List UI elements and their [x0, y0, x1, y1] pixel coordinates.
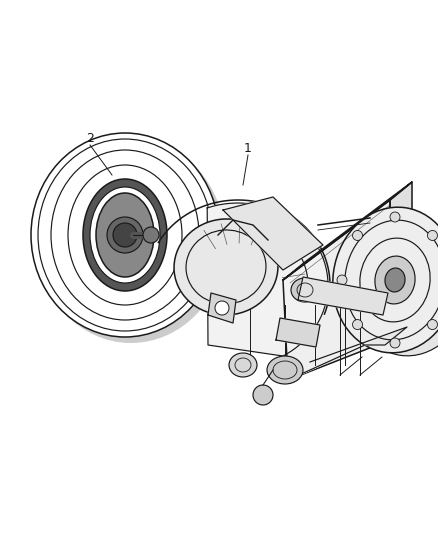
- Ellipse shape: [31, 133, 219, 337]
- Ellipse shape: [427, 320, 438, 329]
- Ellipse shape: [427, 230, 438, 240]
- Ellipse shape: [107, 217, 143, 253]
- Ellipse shape: [375, 256, 415, 304]
- Ellipse shape: [229, 353, 257, 377]
- Ellipse shape: [37, 139, 225, 343]
- Ellipse shape: [390, 212, 400, 222]
- Ellipse shape: [90, 187, 160, 283]
- Ellipse shape: [215, 301, 229, 315]
- Ellipse shape: [333, 207, 438, 353]
- Polygon shape: [223, 197, 323, 270]
- Ellipse shape: [113, 223, 137, 247]
- Ellipse shape: [385, 268, 405, 292]
- Ellipse shape: [143, 227, 159, 243]
- Ellipse shape: [83, 179, 167, 291]
- Ellipse shape: [337, 275, 347, 285]
- Ellipse shape: [291, 278, 319, 302]
- Polygon shape: [276, 318, 320, 347]
- Text: 2: 2: [86, 132, 94, 144]
- Polygon shape: [283, 182, 412, 280]
- Ellipse shape: [253, 385, 273, 405]
- Polygon shape: [298, 277, 388, 315]
- Ellipse shape: [96, 193, 154, 277]
- Ellipse shape: [390, 338, 400, 348]
- Polygon shape: [390, 182, 412, 340]
- Ellipse shape: [353, 320, 363, 329]
- Ellipse shape: [267, 356, 303, 384]
- Ellipse shape: [353, 230, 363, 240]
- Ellipse shape: [352, 220, 438, 356]
- Polygon shape: [208, 293, 236, 323]
- Polygon shape: [288, 327, 407, 380]
- Text: 1: 1: [244, 141, 252, 155]
- Ellipse shape: [174, 219, 278, 315]
- Polygon shape: [283, 200, 390, 380]
- Polygon shape: [207, 203, 328, 356]
